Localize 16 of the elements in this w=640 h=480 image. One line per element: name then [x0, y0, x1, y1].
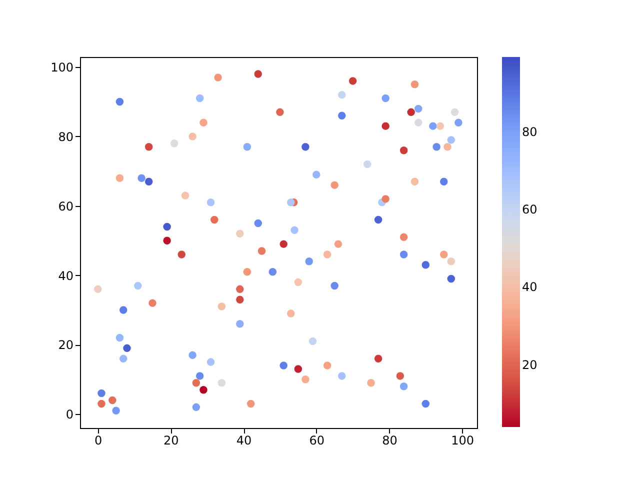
y-tick-label: 60 — [58, 199, 74, 214]
x-tick-label: 0 — [94, 434, 102, 448]
x-tick-label: 100 — [451, 434, 474, 448]
x-tick-label: 40 — [236, 434, 252, 448]
color-bar-label: 80 — [522, 124, 538, 139]
x-tick-label: 60 — [309, 434, 325, 448]
y-tick-label: 100 — [50, 60, 74, 75]
color-bar-label: 60 — [522, 202, 538, 217]
y-tick-label: 40 — [58, 268, 74, 283]
y-tick-label: 20 — [58, 338, 74, 352]
x-tick-label: 20 — [164, 434, 179, 448]
y-tick-label: 0 — [66, 408, 74, 422]
color-bar-label: 20 — [522, 358, 538, 372]
x-tick-label: 80 — [382, 434, 398, 448]
color-bar-label: 40 — [522, 280, 538, 294]
y-tick-label: 80 — [58, 130, 74, 144]
